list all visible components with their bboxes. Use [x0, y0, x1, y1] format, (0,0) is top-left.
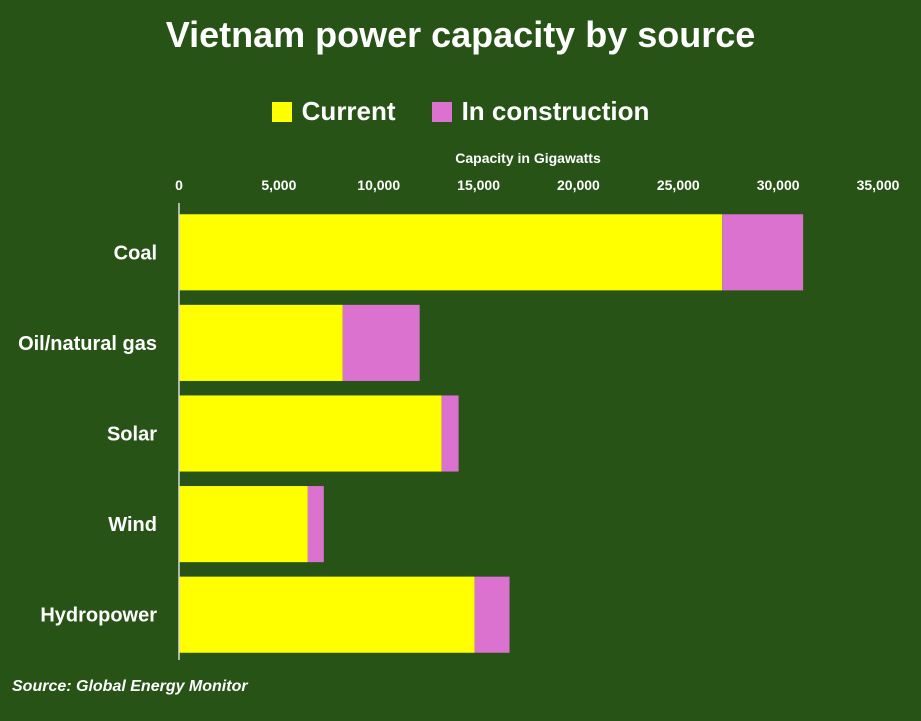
x-tick-label: 30,000	[757, 177, 800, 193]
bar-in-construction	[722, 214, 804, 291]
legend-swatch-in-construction	[431, 101, 452, 122]
source-note: Source: Global Energy Monitor	[12, 678, 248, 695]
x-tick-label: 35,000	[857, 177, 900, 193]
x-tick-label: 25,000	[657, 177, 700, 193]
legend: Current In construction	[0, 96, 921, 127]
legend-swatch-current	[271, 101, 292, 122]
category-label: Oil/natural gas	[18, 333, 157, 355]
bar-current	[179, 304, 343, 381]
legend-item-in-construction: In construction	[431, 96, 650, 127]
bar-in-construction	[342, 304, 420, 381]
x-tick-label: 5,000	[261, 177, 296, 193]
x-tick-label: 15,000	[457, 177, 500, 193]
x-tick-label: 10,000	[357, 177, 400, 193]
bar-in-construction	[307, 486, 324, 563]
x-tick-label: 20,000	[557, 177, 600, 193]
x-axis-title: Capacity in Gigawatts	[455, 150, 601, 166]
bar-in-construction	[474, 576, 510, 653]
category-label: Coal	[114, 242, 157, 264]
legend-label-in-construction: In construction	[461, 96, 650, 126]
bar-current	[179, 486, 308, 563]
bar-current	[179, 395, 442, 472]
legend-item-current: Current	[271, 96, 396, 127]
category-label: Wind	[108, 514, 157, 536]
category-label: Solar	[107, 424, 157, 446]
chart-title: Vietnam power capacity by source	[165, 14, 756, 55]
bar-current	[179, 214, 723, 291]
x-tick-label: 0	[175, 177, 183, 193]
category-label: Hydropower	[40, 605, 157, 627]
bar-in-construction	[441, 395, 459, 472]
legend-label-current: Current	[301, 96, 396, 126]
bar-current	[179, 576, 475, 653]
